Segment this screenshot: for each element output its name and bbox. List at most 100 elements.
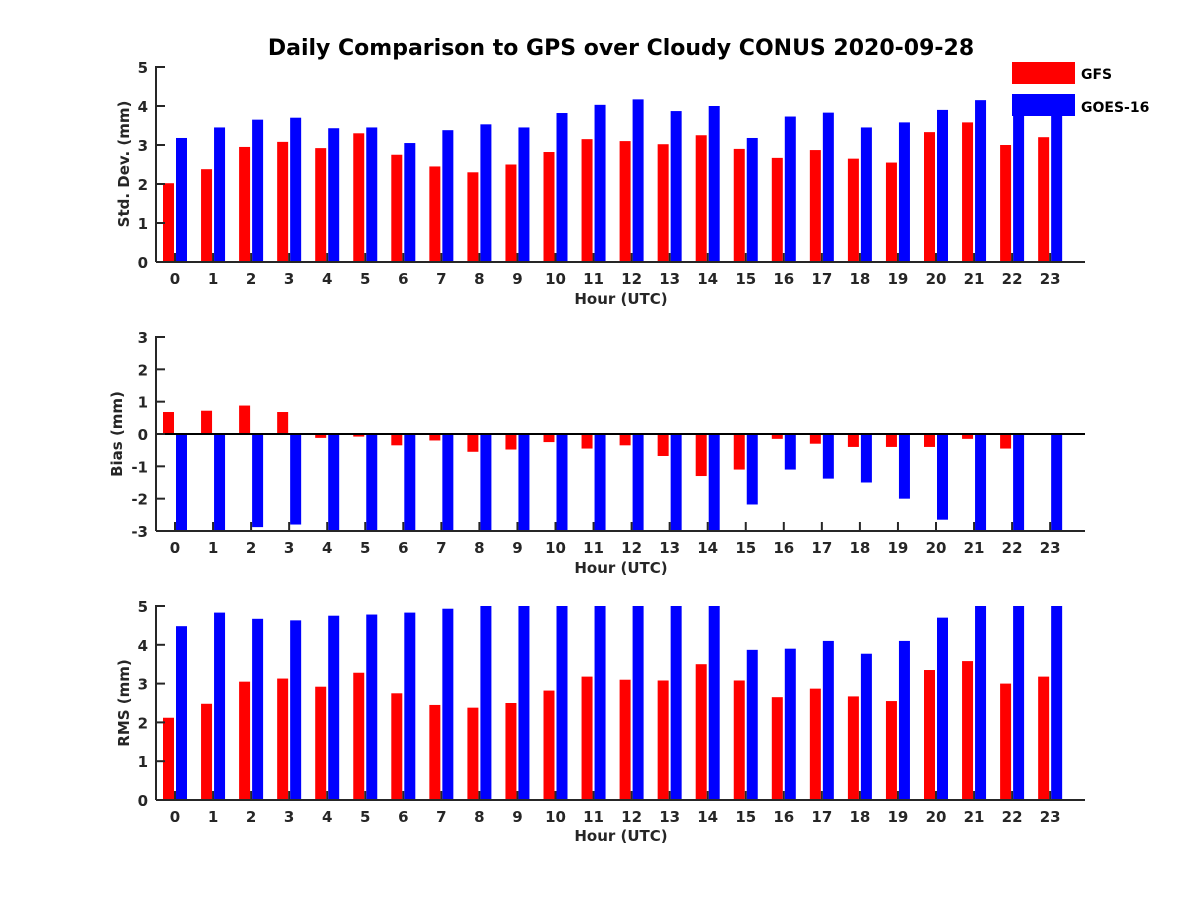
- bias-xtick-label: 6: [398, 539, 408, 557]
- std-dev-ytick-label: 4: [138, 98, 148, 116]
- rms-bar-goes16-15: [746, 649, 758, 800]
- std-dev-bar-goes16-12: [632, 99, 644, 263]
- std-dev-xtick-label: 9: [512, 270, 522, 288]
- rms-bar-gfs-14: [695, 664, 707, 800]
- rms-bar-goes16-14: [708, 606, 720, 800]
- bias-bar-gfs-20: [924, 434, 935, 447]
- bias-bar-goes16-18: [860, 434, 872, 483]
- std-dev-bar-goes16-1: [214, 127, 226, 262]
- bias-xtick-label: 13: [659, 539, 680, 557]
- rms-xtick-label: 14: [697, 808, 718, 826]
- std-dev-bar-gfs-19: [885, 162, 897, 262]
- bias-xtick-label: 10: [545, 539, 566, 557]
- bias-ytick-label: 2: [138, 361, 148, 379]
- bias-xtick-label: 9: [512, 539, 522, 557]
- std-dev-xtick-label: 5: [360, 270, 370, 288]
- std-dev-bar-gfs-0: [163, 183, 174, 262]
- rms-xlabel: Hour (UTC): [574, 827, 667, 845]
- rms-bar-goes16-17: [822, 640, 834, 800]
- rms-xtick-label: 22: [1002, 808, 1023, 826]
- bias-bar-gfs-6: [391, 434, 403, 446]
- std-dev-xtick-label: 21: [964, 270, 985, 288]
- rms-xtick-label: 18: [849, 808, 870, 826]
- rms-bars: [163, 606, 1063, 800]
- rms-bar-gfs-19: [885, 701, 897, 800]
- bias-xtick-label: 7: [436, 539, 446, 557]
- rms-bar-gfs-7: [429, 704, 441, 800]
- std-dev-xtick-label: 22: [1002, 270, 1023, 288]
- rms-xtick-label: 23: [1040, 808, 1061, 826]
- bias-xtick-label: 3: [284, 539, 294, 557]
- std-dev-xtick-label: 0: [170, 270, 180, 288]
- bias-bar-gfs-0: [163, 412, 174, 434]
- std-dev-bar-gfs-8: [467, 172, 479, 262]
- bias-xtick-label: 11: [583, 539, 604, 557]
- rms-xtick-label: 19: [888, 808, 909, 826]
- rms-xtick-label: 5: [360, 808, 370, 826]
- rms-xtick-label: 2: [246, 808, 256, 826]
- bias-xtick-label: 14: [697, 539, 718, 557]
- bias-bar-goes16-9: [518, 434, 530, 531]
- bias-ytick-label: 0: [138, 426, 148, 444]
- bias-ytick-label: 3: [138, 329, 148, 347]
- std-dev-xtick-label: 16: [773, 270, 794, 288]
- rms-xtick-label: 9: [512, 808, 522, 826]
- rms-bar-goes16-1: [214, 612, 226, 800]
- rms-xtick-label: 12: [621, 808, 642, 826]
- bias-bar-goes16-3: [290, 434, 302, 525]
- std-dev-ytick-label: 3: [138, 137, 148, 155]
- bias-bar-goes16-16: [784, 434, 796, 470]
- std-dev-bar-gfs-9: [505, 164, 517, 262]
- rms-bar-gfs-21: [962, 661, 974, 800]
- bias-bar-gfs-5: [353, 434, 365, 437]
- rms-bar-gfs-17: [809, 688, 821, 800]
- bias-xtick-label: 1: [208, 539, 218, 557]
- std-dev-bar-goes16-0: [176, 137, 187, 262]
- rms-xtick-label: 1: [208, 808, 218, 826]
- std-dev-bar-goes16-4: [328, 128, 340, 262]
- rms-bar-goes16-16: [784, 648, 796, 800]
- bias-xtick-label: 19: [888, 539, 909, 557]
- rms-bar-gfs-4: [315, 686, 327, 800]
- std-dev-bar-gfs-15: [733, 148, 745, 262]
- rms-bar-gfs-0: [163, 717, 174, 800]
- std-dev-bar-goes16-3: [290, 117, 302, 262]
- bias-bar-goes16-1: [214, 434, 226, 531]
- bias-bar-gfs-11: [581, 434, 593, 449]
- std-dev-bar-goes16-16: [784, 116, 796, 262]
- std-dev-xtick-label: 14: [697, 270, 718, 288]
- rms-bar-gfs-11: [581, 676, 593, 800]
- bias-xtick-label: 0: [170, 539, 180, 557]
- std-dev-xlabel: Hour (UTC): [574, 290, 667, 308]
- std-dev-bars: [163, 99, 1063, 263]
- rms-xtick-label: 20: [926, 808, 947, 826]
- bias-bar-gfs-16: [771, 434, 783, 439]
- bias-bar-gfs-18: [847, 434, 859, 447]
- std-dev-bar-goes16-17: [822, 112, 834, 262]
- rms-ytick-label: 2: [138, 714, 148, 732]
- bias-xtick-label: 12: [621, 539, 642, 557]
- rms-bar-goes16-9: [518, 606, 530, 800]
- rms-bar-gfs-9: [505, 703, 517, 800]
- std-dev-bar-goes16-11: [594, 104, 606, 262]
- rms-ytick-label: 1: [138, 753, 148, 771]
- bias-bar-goes16-4: [328, 434, 340, 531]
- rms-ylabel: RMS (mm): [115, 659, 133, 746]
- bias-xtick-label: 2: [246, 539, 256, 557]
- rms-bar-gfs-15: [733, 680, 745, 800]
- rms-bar-gfs-13: [657, 680, 669, 800]
- rms-bar-gfs-22: [1000, 683, 1012, 800]
- std-dev-bar-gfs-14: [695, 135, 707, 262]
- rms-bar-goes16-10: [556, 606, 568, 800]
- rms-ytick-label: 0: [138, 792, 148, 810]
- bias-xtick-label: 16: [773, 539, 794, 557]
- rms-bar-gfs-3: [277, 678, 289, 800]
- bias-bars: [163, 405, 1063, 531]
- bias-bar-gfs-17: [809, 434, 821, 444]
- legend-label-gfs: GFS: [1081, 67, 1112, 83]
- std-dev-bar-gfs-12: [619, 141, 631, 262]
- rms-bar-goes16-5: [366, 614, 378, 800]
